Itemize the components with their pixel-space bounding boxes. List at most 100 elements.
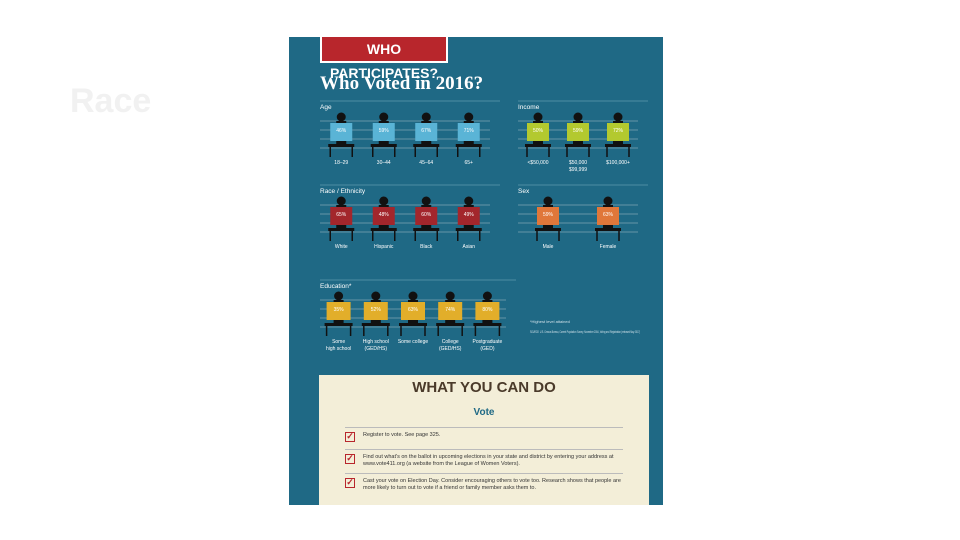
checkbox: ✓: [345, 477, 355, 488]
seat: [370, 228, 397, 231]
chair-back: [438, 302, 463, 320]
action-text: Find out what's on the ballot in upcomin…: [363, 454, 614, 467]
head: [482, 291, 492, 301]
action-item: ✓ Register to vote. See page 325.: [345, 427, 623, 442]
action-item: ✓ Find out what's on the ballot in upcomi…: [345, 449, 623, 468]
item-label: 45–64: [419, 160, 433, 166]
chair-back: [372, 207, 395, 225]
seat: [473, 323, 502, 326]
item-label: Postgraduate: [473, 339, 503, 345]
checkbox: ✓: [345, 453, 355, 464]
item-sublabel: high school: [326, 346, 351, 352]
seat: [455, 144, 482, 147]
seat: [324, 323, 353, 326]
percent: 52%: [371, 307, 382, 313]
percent: 80%: [482, 307, 493, 313]
seat: [328, 228, 355, 231]
head: [379, 196, 389, 206]
chair-back: [567, 123, 589, 141]
head: [334, 291, 344, 301]
seat: [413, 228, 440, 231]
actions-title: WHAT YOU CAN DO: [412, 379, 556, 396]
seat: [413, 144, 440, 147]
head: [464, 196, 474, 206]
chair-back: [457, 123, 480, 141]
percent: 72%: [613, 128, 624, 134]
seat: [370, 144, 397, 147]
head: [371, 291, 381, 301]
item-label: Black: [420, 244, 433, 250]
group-title: Sex: [518, 188, 530, 195]
group-title: Income: [518, 104, 540, 111]
item-label: Hispanic: [374, 244, 394, 250]
banner: WHO PARTICIPATES?: [320, 37, 448, 81]
action-text: Register to vote. See page 325.: [363, 432, 441, 438]
group-title: Education*: [320, 283, 352, 290]
percent: 59%: [573, 128, 584, 134]
percent: 59%: [543, 212, 554, 218]
seat: [525, 144, 551, 147]
percent: 46%: [336, 128, 347, 134]
chair-back: [597, 207, 619, 225]
infographic: WHO PARTICIPATES? Who Voted in 2016? Age…: [289, 37, 663, 505]
seat: [535, 228, 561, 231]
percent: 48%: [379, 212, 390, 218]
seat: [328, 144, 355, 147]
source: SOURCE: U.S. Census Bureau, Current Popu…: [530, 329, 640, 334]
item-label: <$50,000: [528, 160, 549, 166]
chairs: Age 46% 18–29 59% 30–44 67% 45–64 71% 65+ Income 5…: [320, 100, 648, 352]
seat: [565, 144, 591, 147]
percent: 59%: [379, 128, 390, 134]
chair-back: [330, 123, 353, 141]
head: [613, 112, 623, 122]
chair-back: [415, 123, 438, 141]
seat: [595, 228, 621, 231]
footnote: *Highest level attained: [530, 319, 570, 324]
percent: 74%: [445, 307, 456, 313]
head: [603, 196, 613, 206]
percent: 71%: [464, 128, 475, 134]
action-text: Cast your vote on Election Day. Consider…: [363, 478, 621, 491]
chair-back: [372, 123, 395, 141]
item-label: $50,000: [569, 160, 587, 166]
item-label: High school: [363, 339, 389, 345]
percent: 63%: [603, 212, 614, 218]
percent: 65%: [336, 212, 347, 218]
chair-back: [607, 123, 629, 141]
seat: [605, 144, 631, 147]
head: [336, 196, 346, 206]
chair-back: [326, 302, 351, 320]
item-label: Female: [600, 244, 617, 250]
item-label: Male: [543, 244, 554, 250]
item-label: Asian: [462, 244, 475, 250]
item-label: 18–29: [334, 160, 348, 166]
group-title: Age: [320, 104, 332, 111]
group-title: Race / Ethnicity: [320, 188, 366, 195]
head: [421, 112, 431, 122]
percent: 67%: [421, 128, 432, 134]
seat: [436, 323, 465, 326]
chair-back: [457, 207, 480, 225]
head: [336, 112, 346, 122]
chair-back: [527, 123, 549, 141]
chair-back: [415, 207, 438, 225]
percent: 63%: [408, 307, 419, 313]
item-label: 65+: [465, 160, 474, 166]
item-sublabel: (GED/HS): [439, 346, 462, 352]
percent: 60%: [421, 212, 432, 218]
item-sublabel: (GED/HS): [365, 346, 388, 352]
chair-back: [537, 207, 559, 225]
head: [421, 196, 431, 206]
slide-title: Race: [70, 82, 152, 120]
infographic-title: Who Voted in 2016?: [320, 73, 484, 94]
item-label: $100,000+: [606, 160, 630, 166]
item-label: 30–44: [377, 160, 391, 166]
head: [464, 112, 474, 122]
percent: 50%: [533, 128, 544, 134]
item-label: White: [335, 244, 348, 250]
actions-subtitle: Vote: [473, 407, 495, 418]
chair-back: [330, 207, 353, 225]
head: [408, 291, 418, 301]
item-sublabel: $99,999: [569, 167, 587, 173]
